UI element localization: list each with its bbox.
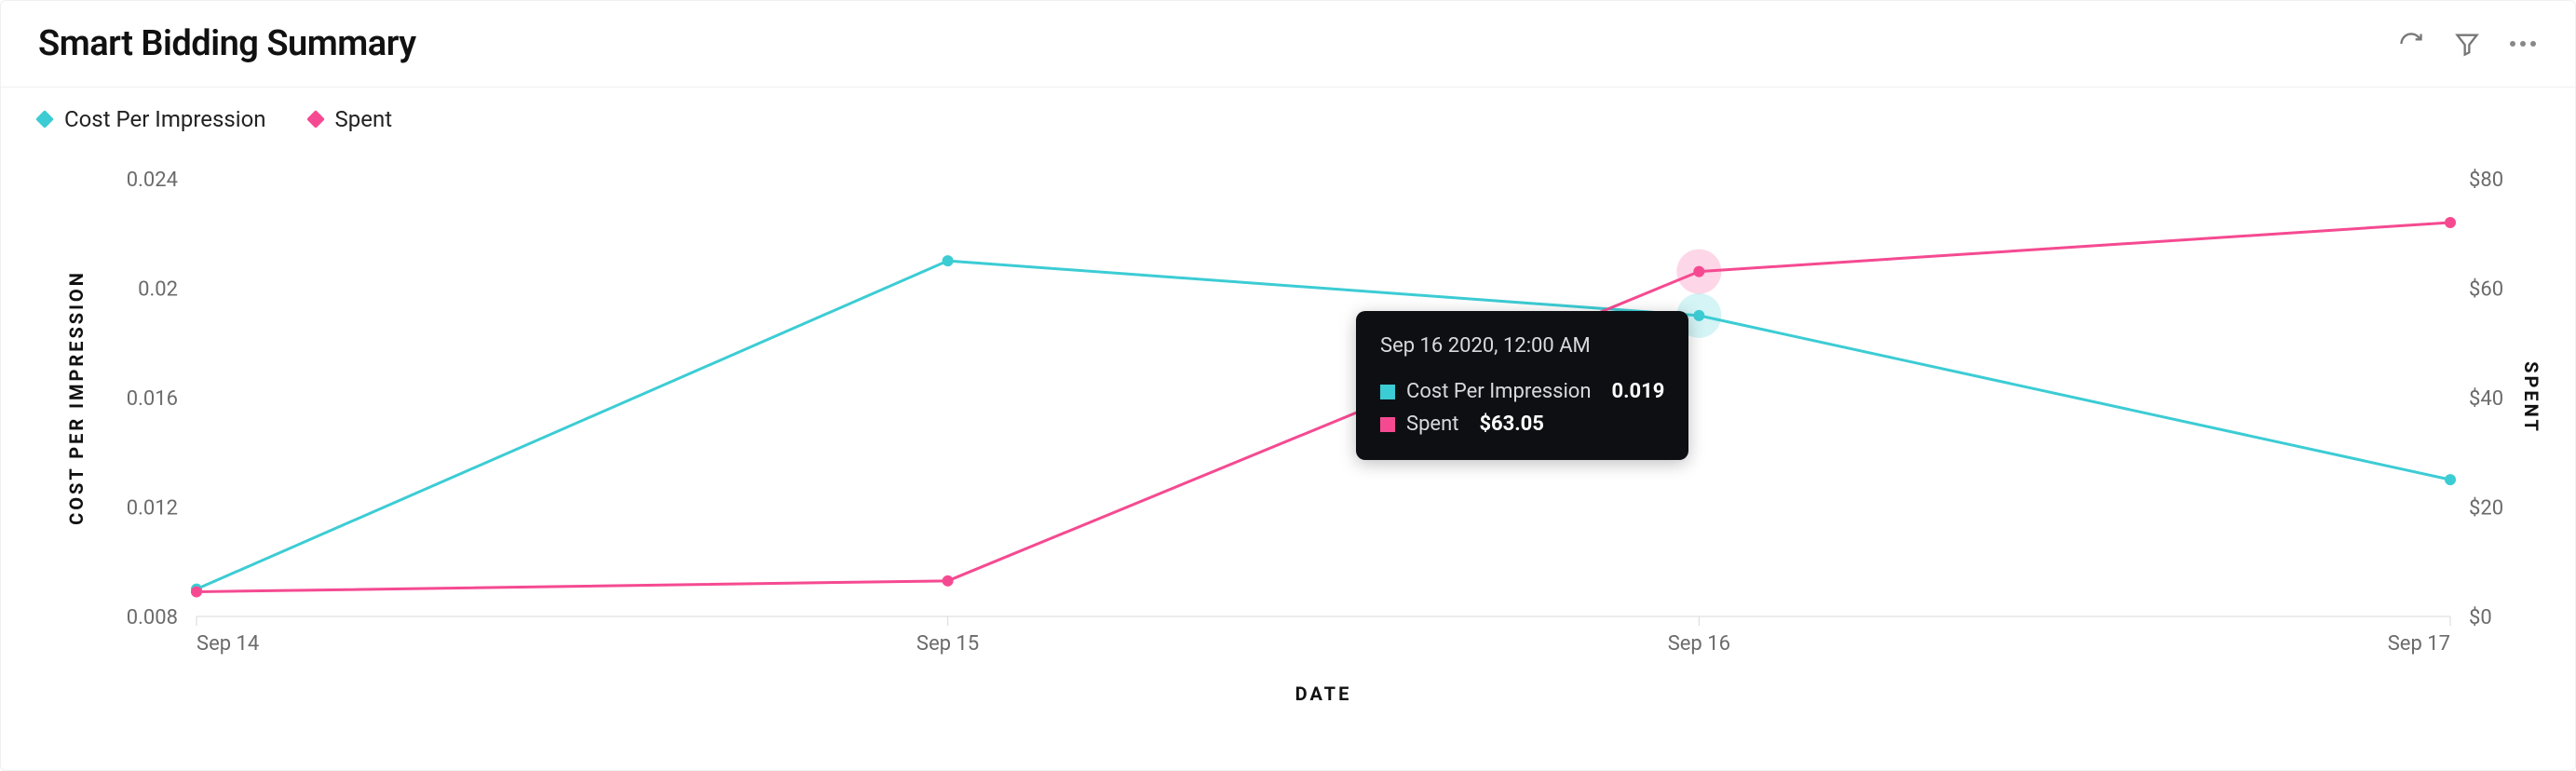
svg-text:SPENT: SPENT <box>2520 361 2540 434</box>
card-title: Smart Bidding Summary <box>38 23 416 64</box>
tooltip-row-spent: Spent $63.05 <box>1380 408 1664 440</box>
legend-item-cpi[interactable]: Cost Per Impression <box>38 106 266 132</box>
tooltip-label: Spent <box>1406 408 1458 440</box>
line-chart: 0.008 0.012 0.016 0.02 0.024 $0 $20 $40 $60 $80 Se… <box>38 142 2540 719</box>
svg-text:0.02: 0.02 <box>138 278 178 302</box>
legend-marker-spent <box>306 110 325 128</box>
tooltip-value: 0.019 <box>1612 375 1665 408</box>
svg-text:0.012: 0.012 <box>127 497 178 521</box>
card-header: Smart Bidding Summary <box>1 1 2575 88</box>
svg-text:Sep 17: Sep 17 <box>2388 632 2450 656</box>
svg-text:DATE: DATE <box>1295 683 1352 705</box>
tooltip-value: $63.05 <box>1479 408 1544 440</box>
svg-text:$40: $40 <box>2469 387 2503 411</box>
svg-text:0.024: 0.024 <box>127 169 178 192</box>
chart-legend: Cost Per Impression Spent <box>1 88 2575 142</box>
svg-text:0.016: 0.016 <box>127 387 178 411</box>
svg-text:COST PER IMPRESSION: COST PER IMPRESSION <box>65 270 88 525</box>
legend-item-spent[interactable]: Spent <box>309 106 393 132</box>
smart-bidding-card: Smart Bidding Summary Cost Per Impressio… <box>0 0 2576 771</box>
svg-text:$0: $0 <box>2469 606 2492 629</box>
tooltip-title: Sep 16 2020, 12:00 AM <box>1380 330 1664 362</box>
chart-tooltip: Sep 16 2020, 12:00 AM Cost Per Impressio… <box>1356 311 1688 460</box>
svg-text:Sep 15: Sep 15 <box>916 632 979 656</box>
svg-text:$80: $80 <box>2469 169 2503 192</box>
header-actions <box>2396 29 2538 59</box>
tooltip-swatch-spent <box>1380 417 1395 432</box>
svg-text:$60: $60 <box>2469 278 2503 302</box>
svg-text:Sep 16: Sep 16 <box>1668 632 1730 656</box>
legend-label: Spent <box>335 106 393 132</box>
tooltip-swatch-cpi <box>1380 385 1395 399</box>
filter-icon[interactable] <box>2452 29 2482 59</box>
tooltip-row-cpi: Cost Per Impression 0.019 <box>1380 375 1664 408</box>
refresh-icon[interactable] <box>2396 29 2426 59</box>
legend-marker-cpi <box>35 110 54 128</box>
tooltip-label: Cost Per Impression <box>1406 375 1592 408</box>
chart-area: 0.008 0.012 0.016 0.02 0.024 $0 $20 $40 $60 $80 Se… <box>1 142 2575 737</box>
more-icon[interactable] <box>2508 29 2538 59</box>
svg-text:0.008: 0.008 <box>127 606 178 629</box>
svg-text:Sep 14: Sep 14 <box>197 632 259 656</box>
svg-text:$20: $20 <box>2469 497 2503 521</box>
legend-label: Cost Per Impression <box>64 106 266 132</box>
